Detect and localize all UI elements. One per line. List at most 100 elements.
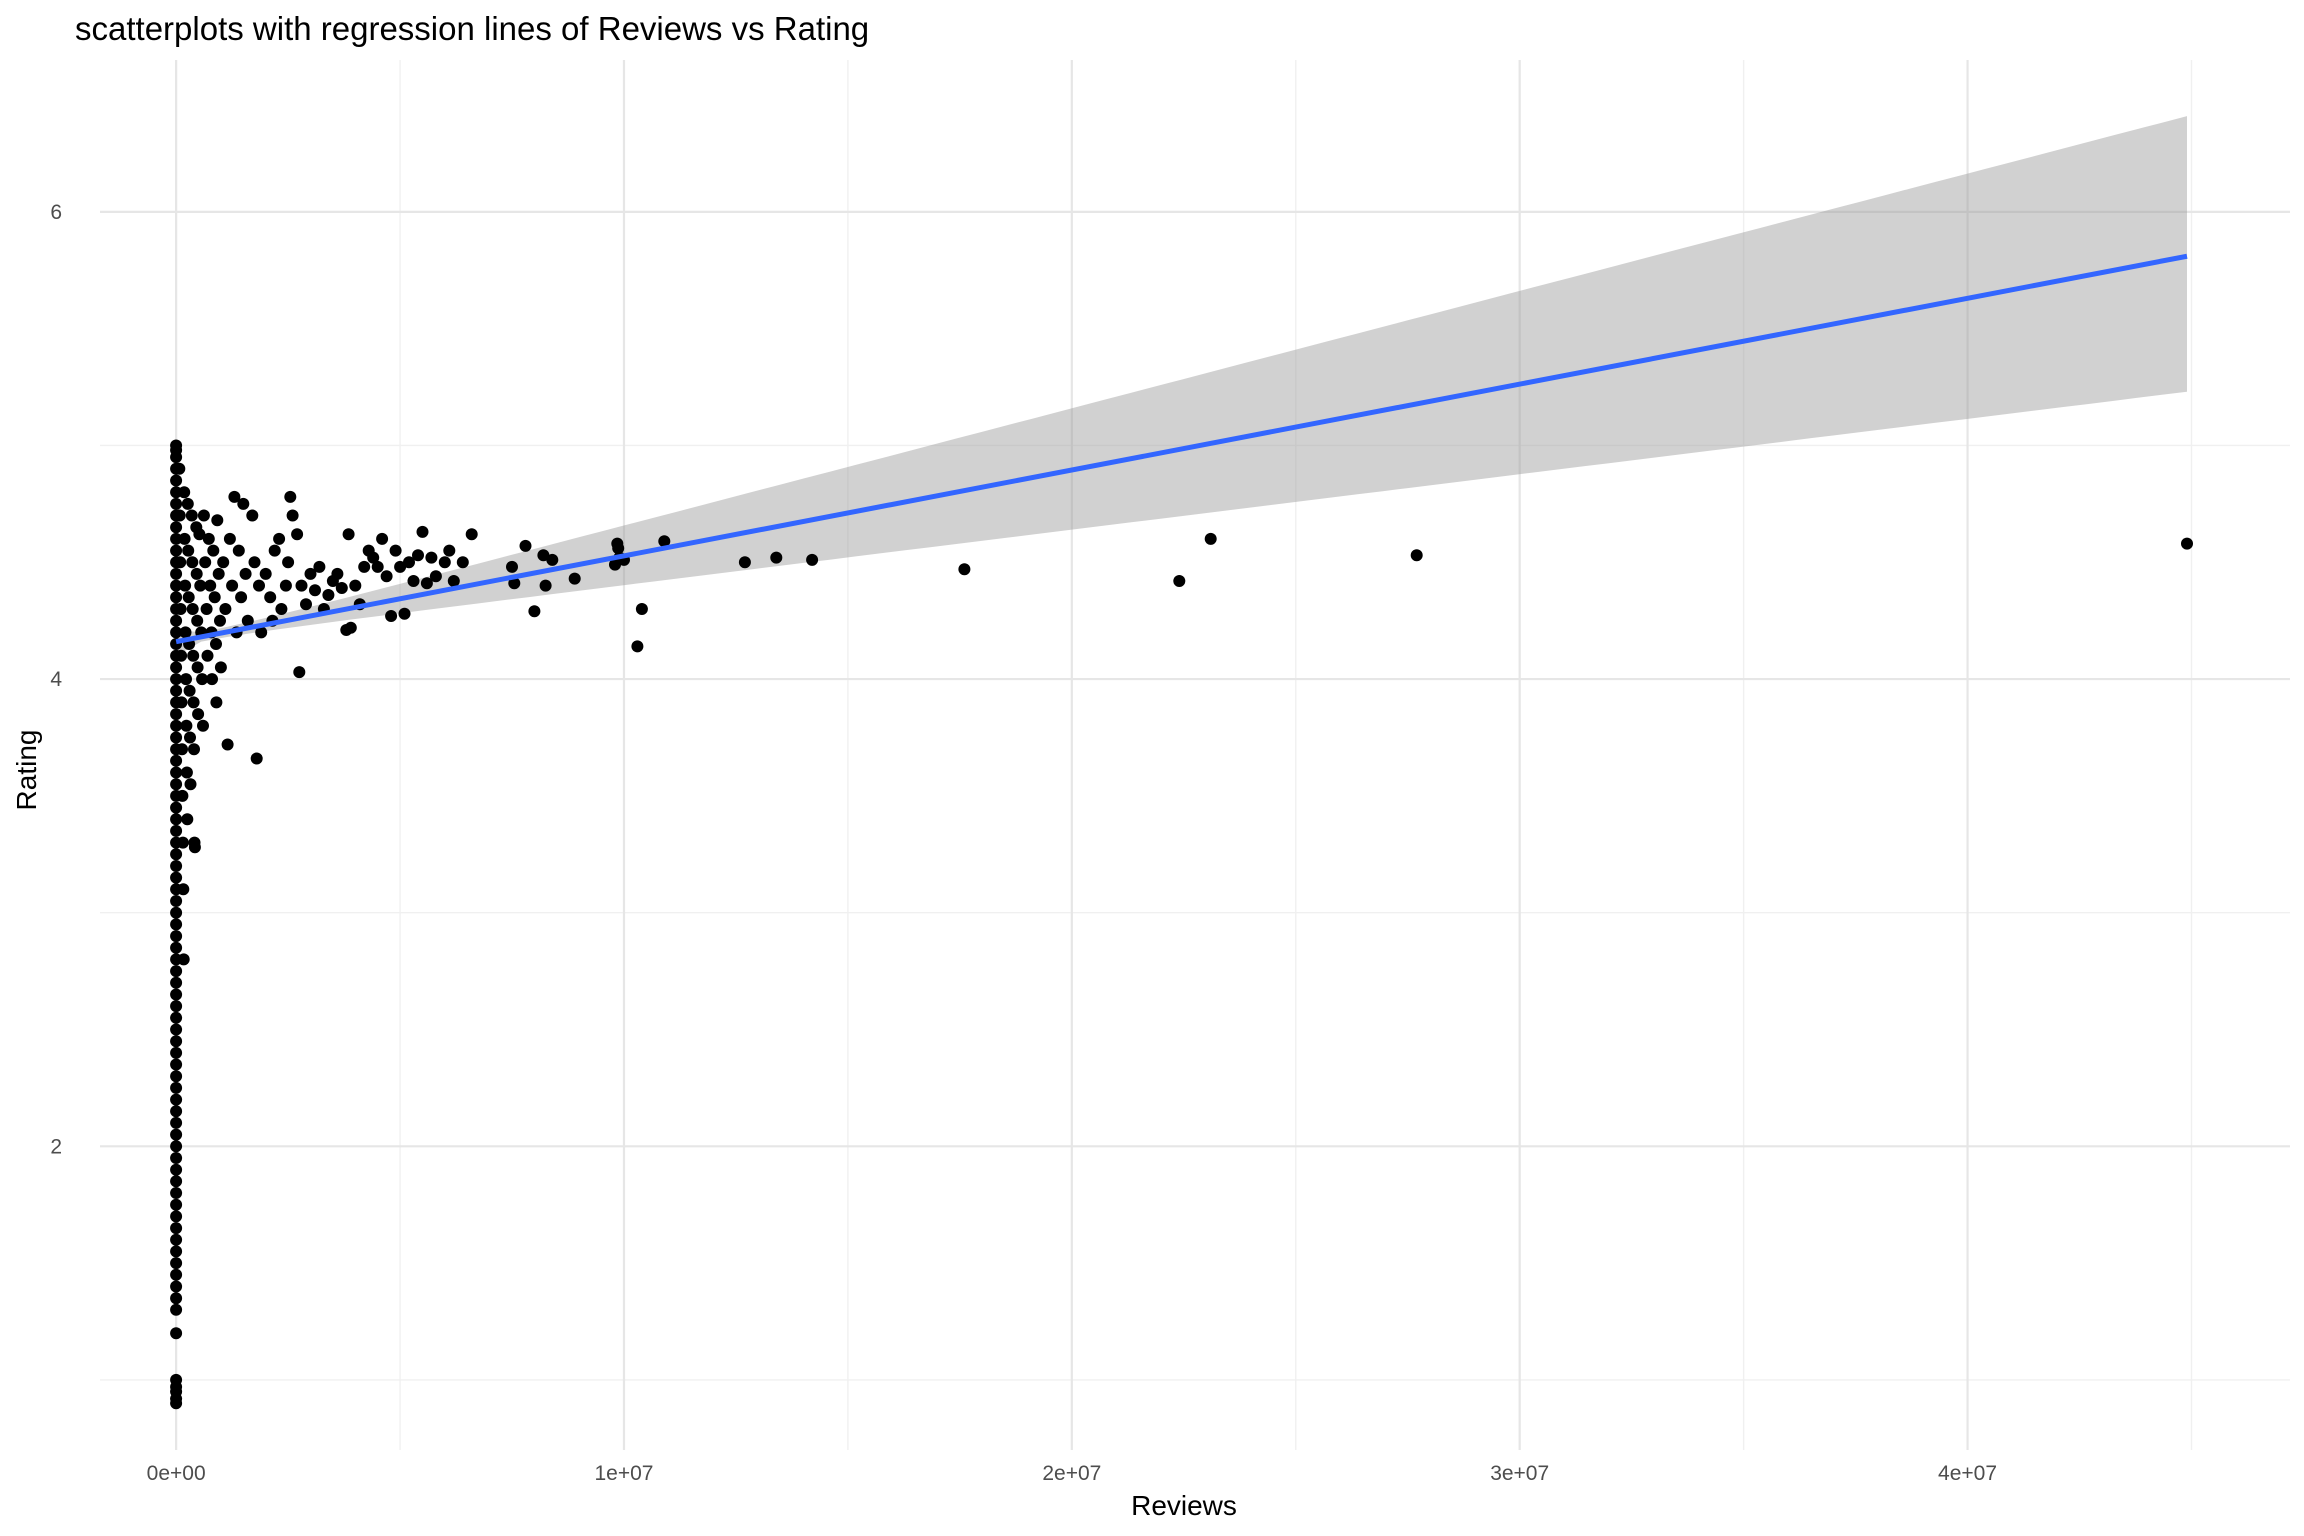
data-point [202, 532, 215, 545]
data-point [170, 1128, 183, 1141]
data-point [170, 895, 183, 907]
data-point [170, 988, 183, 1001]
data-point [174, 556, 187, 569]
data-point [407, 575, 420, 587]
data-point [264, 591, 277, 604]
data-point [170, 626, 183, 639]
data-point [214, 614, 226, 627]
data-point [170, 1257, 183, 1270]
data-point [210, 696, 223, 709]
data-point [180, 766, 193, 779]
data-point [447, 575, 460, 587]
data-point [344, 621, 357, 634]
data-point [170, 1327, 183, 1340]
data-point [175, 649, 188, 662]
data-point [429, 570, 442, 583]
data-point [182, 591, 195, 604]
y-axis-title: Rating [11, 730, 42, 811]
data-point [170, 1163, 183, 1176]
data-point [173, 509, 186, 522]
data-point [170, 941, 183, 954]
data-point [197, 509, 210, 522]
data-point [282, 556, 295, 569]
data-point [403, 556, 415, 569]
data-point [187, 649, 200, 662]
data-point [181, 497, 194, 510]
regression-line [175, 253, 2188, 645]
data-point [170, 1245, 183, 1258]
data-point [184, 778, 197, 791]
data-point [197, 719, 209, 732]
data-point [217, 556, 230, 569]
data-point [181, 813, 194, 826]
confidence-band [176, 116, 2188, 656]
x-tick-label: 3e+07 [1490, 1462, 1549, 1485]
data-point [170, 579, 183, 592]
data-point [170, 673, 183, 686]
y-axis-ticks: 2 4 6 [50, 201, 62, 1158]
data-point [186, 603, 199, 615]
data-point [241, 614, 254, 627]
data-point [1173, 575, 1186, 587]
data-point [295, 579, 308, 592]
data-point [212, 567, 225, 580]
data-point [170, 778, 183, 791]
y-tick-label: 2 [50, 1135, 62, 1158]
data-point [568, 572, 581, 585]
data-point [313, 560, 326, 573]
data-point [255, 626, 268, 639]
data-point [170, 1268, 183, 1281]
data-point [170, 1152, 183, 1164]
data-point [226, 579, 239, 592]
data-point [465, 528, 478, 541]
data-point [188, 841, 201, 854]
data-point [179, 626, 192, 639]
data-point [420, 577, 433, 590]
data-point [184, 731, 196, 744]
data-point [192, 708, 205, 721]
data-point [376, 532, 389, 545]
y-tick-label: 4 [50, 668, 62, 691]
data-point [425, 551, 438, 564]
data-point [170, 1303, 183, 1316]
data-point [170, 766, 183, 779]
data-point [170, 871, 183, 884]
data-point [170, 451, 183, 464]
data-point [309, 584, 321, 597]
data-point [232, 544, 245, 557]
data-point [185, 509, 198, 522]
data-point [235, 591, 248, 604]
x-axis-ticks: 0e+00 1e+07 2e+07 3e+07 4e+07 [147, 1462, 1997, 1485]
data-point [304, 567, 317, 580]
data-point [221, 738, 234, 751]
data-point [170, 1116, 183, 1129]
data-point [170, 906, 183, 919]
data-point [191, 614, 204, 627]
data-point [170, 1105, 183, 1118]
data-point [180, 673, 192, 686]
data-point [170, 918, 183, 931]
data-point [394, 560, 407, 573]
data-point [170, 1175, 183, 1188]
data-point [170, 708, 183, 721]
data-point [176, 836, 189, 849]
data-point [170, 1280, 183, 1293]
data-point [170, 532, 183, 545]
data-point [438, 556, 451, 569]
data-point [342, 528, 355, 541]
data-point [371, 560, 384, 573]
data-point [443, 544, 456, 557]
data-point [177, 883, 190, 896]
data-point [193, 528, 206, 541]
data-point [188, 743, 200, 756]
data-point [170, 497, 183, 510]
data-point [170, 1058, 183, 1071]
data-point [293, 666, 306, 679]
data-point [300, 598, 312, 611]
data-point [170, 567, 183, 580]
x-tick-label: 2e+07 [1042, 1462, 1101, 1485]
data-point [196, 673, 209, 686]
data-point [170, 521, 183, 534]
data-point [322, 589, 335, 601]
